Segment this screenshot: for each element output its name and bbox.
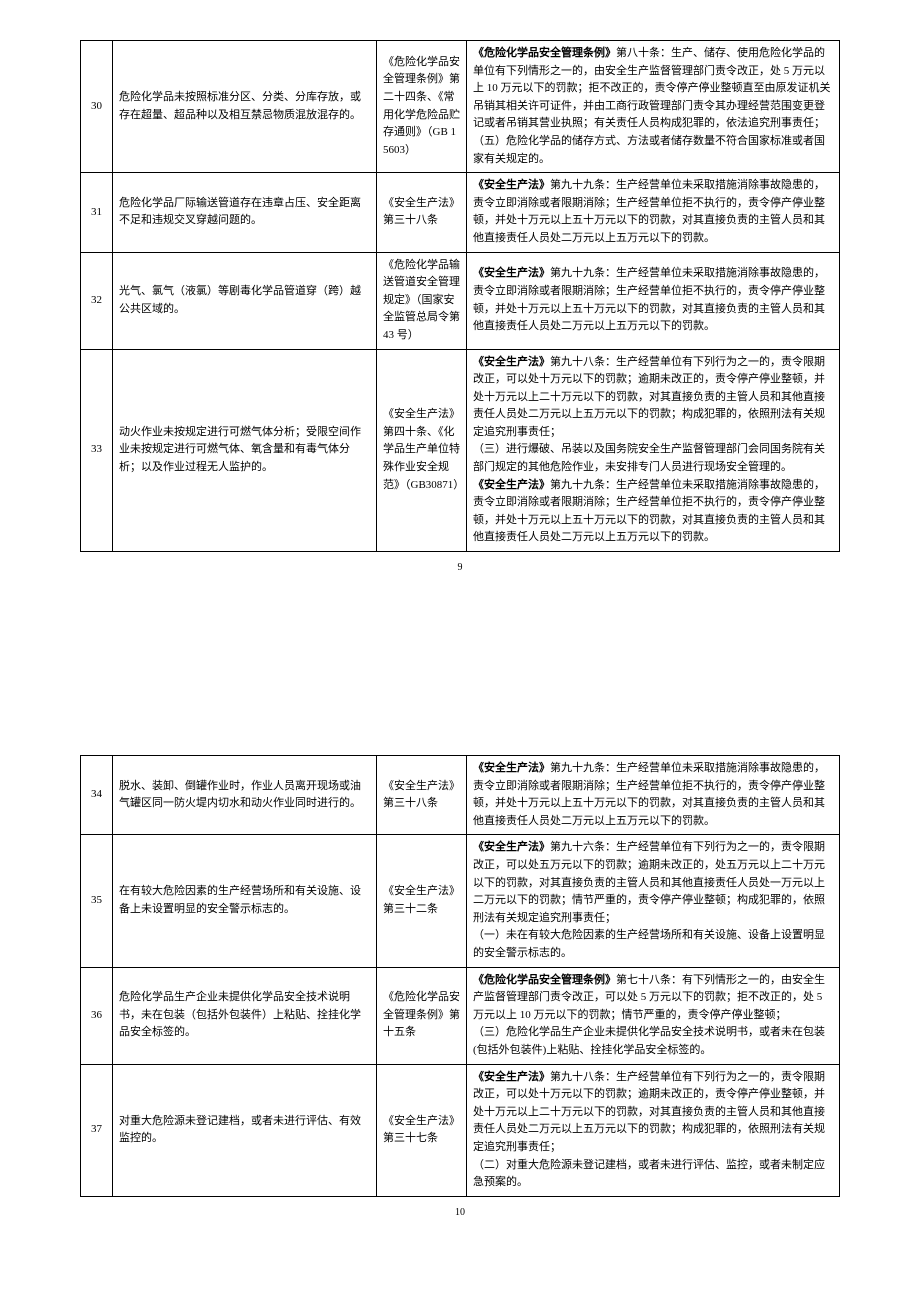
row-description: 光气、氯气（液氯）等剧毒化学品管道穿（跨）越公共区域的。 <box>113 252 377 349</box>
regulations-table-2: 34 脱水、装卸、倒罐作业时，作业人员离开现场或油气罐区同一防火堤内切水和动火作… <box>80 755 840 1197</box>
penalty-law-title: 《安全生产法》 <box>473 179 550 191</box>
row-number: 37 <box>81 1064 113 1196</box>
row-description: 危险化学品未按照标准分区、分类、分库存放，或存在超量、超品种以及相互禁忌物质混放… <box>113 41 377 173</box>
table-row: 36 危险化学品生产企业未提供化学品安全技术说明书，未在包装（包括外包装件）上粘… <box>81 967 840 1064</box>
row-description: 脱水、装卸、倒罐作业时，作业人员离开现场或油气罐区同一防火堤内切水和动火作业同时… <box>113 756 377 835</box>
row-description: 在有较大危险因素的生产经营场所和有关设施、设备上未设置明显的安全警示标志的。 <box>113 835 377 967</box>
page-1: 30 危险化学品未按照标准分区、分类、分库存放，或存在超量、超品种以及相互禁忌物… <box>0 0 920 595</box>
row-basis: 《安全生产法》第三十八条 <box>377 173 467 252</box>
row-penalty: 《安全生产法》第九十八条：生产经营单位有下列行为之一的，责令限期改正，可以处十万… <box>467 349 840 552</box>
row-number: 32 <box>81 252 113 349</box>
row-penalty: 《危险化学品安全管理条例》第七十八条：有下列情形之一的，由安全生产监督管理部门责… <box>467 967 840 1064</box>
row-number: 35 <box>81 835 113 967</box>
row-penalty: 《危险化学品安全管理条例》第八十条：生产、储存、使用危险化学品的单位有下列情形之… <box>467 41 840 173</box>
penalty-law-title: 《安全生产法》 <box>473 841 550 853</box>
penalty-text: 第九十八条：生产经营单位有下列行为之一的，责令限期改正，可以处十万元以下的罚款；… <box>473 1071 825 1189</box>
row-basis: 《安全生产法》第三十七条 <box>377 1064 467 1196</box>
row-basis: 《危险化学品安全管理条例》第十五条 <box>377 967 467 1064</box>
penalty-law-title: 《安全生产法》 <box>473 1071 550 1083</box>
table-row: 31 危险化学品厂际输送管道存在违章占压、安全距离不足和违规交叉穿越问题的。 《… <box>81 173 840 252</box>
penalty-text: 第九十六条：生产经营单位有下列行为之一的，责令限期改正，可以处五万元以下的罚款；… <box>473 841 825 959</box>
penalty-law-title: 《安全生产法》 <box>473 762 550 774</box>
row-basis: 《危险化学品输送管道安全管理规定》（国家安全监管总局令第 43 号） <box>377 252 467 349</box>
table-row: 37 对重大危险源未登记建档，或者未进行评估、有效监控的。 《安全生产法》第三十… <box>81 1064 840 1196</box>
table-row: 34 脱水、装卸、倒罐作业时，作业人员离开现场或油气罐区同一防火堤内切水和动火作… <box>81 756 840 835</box>
page-number: 10 <box>80 1205 840 1220</box>
row-penalty: 《安全生产法》第九十九条：生产经营单位未采取措施消除事故隐患的，责令立即消除或者… <box>467 252 840 349</box>
row-description: 危险化学品厂际输送管道存在违章占压、安全距离不足和违规交叉穿越问题的。 <box>113 173 377 252</box>
row-description: 对重大危险源未登记建档，或者未进行评估、有效监控的。 <box>113 1064 377 1196</box>
table-row: 35 在有较大危险因素的生产经营场所和有关设施、设备上未设置明显的安全警示标志的… <box>81 835 840 967</box>
penalty-law-title: 《危险化学品安全管理条例》 <box>473 47 616 59</box>
table-row: 33 动火作业未按规定进行可燃气体分析；受限空间作业未按规定进行可燃气体、氧含量… <box>81 349 840 552</box>
penalty-law-title-2: 《安全生产法》 <box>473 479 550 491</box>
table-row: 32 光气、氯气（液氯）等剧毒化学品管道穿（跨）越公共区域的。 《危险化学品输送… <box>81 252 840 349</box>
page-number: 9 <box>80 560 840 575</box>
penalty-text: 第八十条：生产、储存、使用危险化学品的单位有下列情形之一的，由安全生产监督管理部… <box>473 47 831 165</box>
row-penalty: 《安全生产法》第九十九条：生产经营单位未采取措施消除事故隐患的，责令立即消除或者… <box>467 173 840 252</box>
row-description: 动火作业未按规定进行可燃气体分析；受限空间作业未按规定进行可燃气体、氧含量和有毒… <box>113 349 377 552</box>
row-basis: 《安全生产法》第四十条、《化学品生产单位特殊作业安全规范》（GB30871） <box>377 349 467 552</box>
row-number: 33 <box>81 349 113 552</box>
regulations-table-1: 30 危险化学品未按照标准分区、分类、分库存放，或存在超量、超品种以及相互禁忌物… <box>80 40 840 552</box>
table-row: 30 危险化学品未按照标准分区、分类、分库存放，或存在超量、超品种以及相互禁忌物… <box>81 41 840 173</box>
penalty-law-title: 《安全生产法》 <box>473 356 550 368</box>
row-description: 危险化学品生产企业未提供化学品安全技术说明书，未在包装（包括外包装件）上粘贴、拴… <box>113 967 377 1064</box>
row-number: 34 <box>81 756 113 835</box>
row-number: 36 <box>81 967 113 1064</box>
row-number: 31 <box>81 173 113 252</box>
row-basis: 《危险化学品安全管理条例》第二十四条、《常用化学危险品贮存通则》（GB 1560… <box>377 41 467 173</box>
penalty-text: 第九十八条：生产经营单位有下列行为之一的，责令限期改正，可以处十万元以下的罚款；… <box>473 356 825 474</box>
penalty-law-title: 《危险化学品安全管理条例》 <box>473 974 616 986</box>
row-penalty: 《安全生产法》第九十八条：生产经营单位有下列行为之一的，责令限期改正，可以处十万… <box>467 1064 840 1196</box>
penalty-law-title: 《安全生产法》 <box>473 267 550 279</box>
row-number: 30 <box>81 41 113 173</box>
page-break <box>0 595 920 715</box>
row-penalty: 《安全生产法》第九十九条：生产经营单位未采取措施消除事故隐患的，责令立即消除或者… <box>467 756 840 835</box>
row-penalty: 《安全生产法》第九十六条：生产经营单位有下列行为之一的，责令限期改正，可以处五万… <box>467 835 840 967</box>
page-2: 34 脱水、装卸、倒罐作业时，作业人员离开现场或油气罐区同一防火堤内切水和动火作… <box>0 715 920 1240</box>
row-basis: 《安全生产法》第三十二条 <box>377 835 467 967</box>
row-basis: 《安全生产法》第三十八条 <box>377 756 467 835</box>
